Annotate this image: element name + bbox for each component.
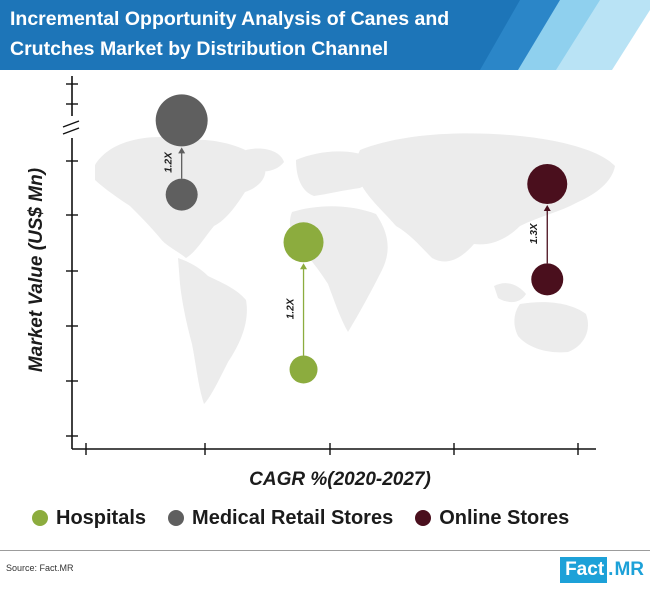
x-axis-title: CAGR %(2020-2027) — [249, 469, 431, 490]
factmr-logo: Fact . MR — [560, 557, 644, 583]
title-background — [0, 0, 650, 70]
growth-multiplier-labels: 1.2X 1.2X 1.3X — [164, 151, 541, 319]
bubble-medical-retail-stores-end — [155, 94, 208, 147]
growth-arrows — [178, 147, 551, 356]
multiplier-label-hospitals: 1.2X — [286, 297, 297, 319]
footer-divider — [0, 550, 650, 551]
multiplier-label-online-stores: 1.3X — [529, 222, 540, 244]
y-axis — [62, 76, 80, 449]
legend-item-hospitals: Hospitals — [32, 507, 146, 530]
legend-swatch-online-stores — [415, 510, 432, 526]
legend-label-online-stores: Online Stores — [439, 506, 570, 529]
legend-item-medical-retail-stores: Medical Retail Stores — [168, 507, 393, 530]
bubble-medical-retail-stores-start — [165, 178, 198, 211]
arrowhead-online-stores — [543, 205, 551, 211]
source-note: Source: Fact.MR — [6, 563, 74, 573]
multiplier-label-medical-retail-stores: 1.2X — [164, 151, 175, 173]
y-axis-title: Market Value (US$ Mn) — [26, 168, 47, 372]
bubble-chart: 1.2X 1.2X 1.3X Market Value (US$ Mn) CAGR … — [26, 76, 615, 490]
bubbles — [155, 94, 568, 384]
arrowhead-hospitals — [300, 263, 308, 270]
legend-item-online-stores: Online Stores — [415, 507, 569, 530]
x-axis-ticks — [85, 443, 579, 455]
y-axis-ticks — [66, 83, 78, 437]
bubble-online-stores-end — [527, 164, 568, 204]
legend-swatch-medical-retail-stores — [168, 510, 185, 526]
bubble-hospitals-end — [283, 222, 324, 263]
logo-fact: Fact — [560, 557, 608, 583]
bubble-online-stores-start — [531, 263, 564, 296]
page-title: Incremental Opportunity Analysis of Cane… — [10, 8, 450, 60]
bubble-hospitals-start — [289, 355, 318, 384]
logo-mr: MR — [614, 559, 644, 580]
legend-label-hospitals: Hospitals — [56, 506, 147, 529]
arrowhead-medical-retail-stores — [178, 147, 186, 154]
title-banner: Incremental Opportunity Analysis of Cane… — [0, 0, 650, 70]
legend-swatch-hospitals — [32, 510, 48, 526]
logo-dot: . — [608, 559, 614, 580]
legend: Hospitals Medical Retail Stores Online S… — [32, 503, 591, 533]
legend-label-medical-retail-stores: Medical Retail Stores — [192, 506, 394, 529]
